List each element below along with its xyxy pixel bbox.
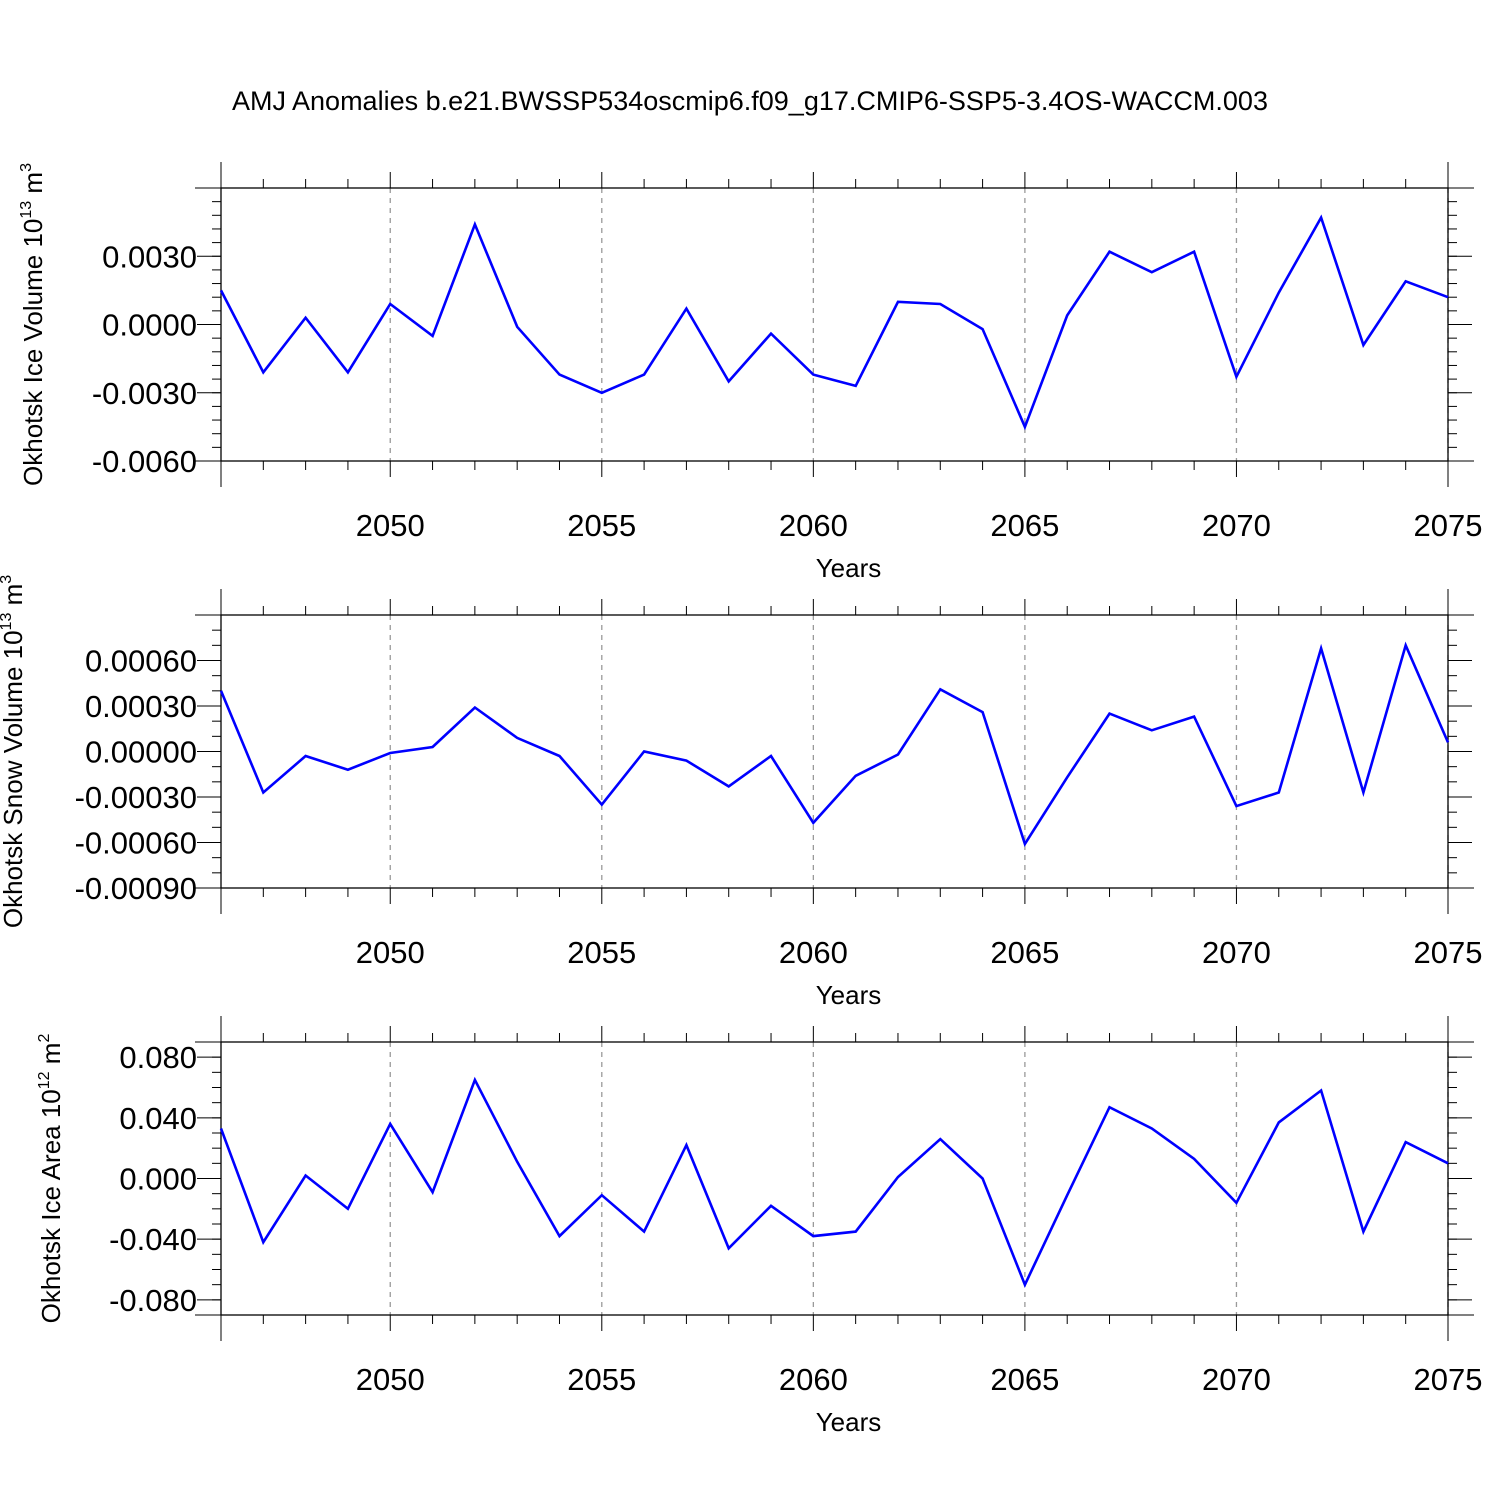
y-tick-label: 0.00030 <box>85 689 197 724</box>
x-tick-label: 2070 <box>1202 508 1271 543</box>
x-tick-label: 2070 <box>1202 1362 1271 1397</box>
x-axis-label: Years <box>816 1407 882 1437</box>
y-tick-label: -0.040 <box>109 1222 197 1257</box>
x-axis-label: Years <box>816 980 882 1010</box>
series-line <box>219 641 1450 848</box>
y-tick-label: -0.00060 <box>75 826 197 861</box>
y-tick-label: 0.000 <box>119 1162 197 1197</box>
x-tick-label: 2050 <box>356 1362 425 1397</box>
x-tick-label: 2055 <box>567 1362 636 1397</box>
y-axis-label: Okhotsk Ice Area 1012 m2 <box>36 1034 66 1324</box>
y-axis-label-unit-exponent: 3 <box>0 575 15 584</box>
x-tick-label: 2070 <box>1202 935 1271 970</box>
x-tick-label: 2060 <box>779 1362 848 1397</box>
y-axis-label: Okhotsk Snow Volume 1013 m3 <box>0 575 28 928</box>
y-axis-label-exponent: 13 <box>0 613 15 631</box>
y-tick-label: -0.00090 <box>75 871 197 906</box>
y-tick-label: 0.0000 <box>102 308 197 343</box>
y-axis-label-main: Okhotsk Snow Volume 10 <box>0 630 28 928</box>
y-axis-label-unit: m <box>36 1043 66 1072</box>
panel-1: 0.0030 0.0000 -0.0030 -0.0060 2050 2055 2060 20… <box>18 162 1482 583</box>
y-axis-label: Okhotsk Ice Volume 1013 m3 <box>18 163 48 486</box>
y-tick-label: 0.00060 <box>85 644 197 679</box>
y-axis-label-unit-exponent: 2 <box>36 1034 53 1043</box>
y-tick-label: 0.0030 <box>102 239 197 274</box>
x-tick-label: 2065 <box>990 935 1059 970</box>
series-line <box>219 214 1449 431</box>
y-tick-label: 0.080 <box>119 1040 197 1075</box>
panel-2: 0.00060 0.00030 0.00000 -0.00030 -0.00060 -0.… <box>0 575 1482 1010</box>
x-tick-label: 2075 <box>1414 508 1483 543</box>
y-axis-label-unit: m <box>18 172 48 201</box>
x-tick-label: 2075 <box>1414 1362 1483 1397</box>
y-axis-label-main: Okhotsk Ice Volume 10 <box>18 219 48 486</box>
y-tick-label: -0.0060 <box>92 444 197 479</box>
series-line <box>219 1076 1449 1288</box>
figure-title: AMJ Anomalies b.e21.BWSSP534oscmip6.f09_… <box>232 86 1268 116</box>
x-tick-label: 2060 <box>779 508 848 543</box>
y-axis-label-unit: m <box>0 584 28 613</box>
x-tick-label: 2055 <box>567 508 636 543</box>
y-tick-label: 0.00000 <box>85 735 197 770</box>
y-tick-label: 0.040 <box>119 1101 197 1136</box>
y-tick-label: -0.0030 <box>92 376 197 411</box>
y-axis-label-unit-exponent: 3 <box>18 163 35 172</box>
panel-3: 0.080 0.040 0.000 -0.040 -0.080 2050 2055 2060 2… <box>36 1016 1482 1437</box>
y-tick-label: -0.080 <box>109 1283 197 1318</box>
y-axis-label-exponent: 13 <box>18 201 35 219</box>
x-tick-label: 2050 <box>356 508 425 543</box>
x-tick-label: 2055 <box>567 935 636 970</box>
x-tick-label: 2050 <box>356 935 425 970</box>
y-axis-label-exponent: 12 <box>36 1071 53 1089</box>
y-tick-label: -0.00030 <box>75 780 197 815</box>
x-tick-label: 2060 <box>779 935 848 970</box>
plot-frame <box>220 1041 1449 1316</box>
y-axis-label-main: Okhotsk Ice Area 10 <box>36 1089 66 1323</box>
x-tick-label: 2075 <box>1414 935 1483 970</box>
x-tick-label: 2065 <box>990 508 1059 543</box>
x-axis-label: Years <box>816 553 882 583</box>
x-tick-label: 2065 <box>990 1362 1059 1397</box>
